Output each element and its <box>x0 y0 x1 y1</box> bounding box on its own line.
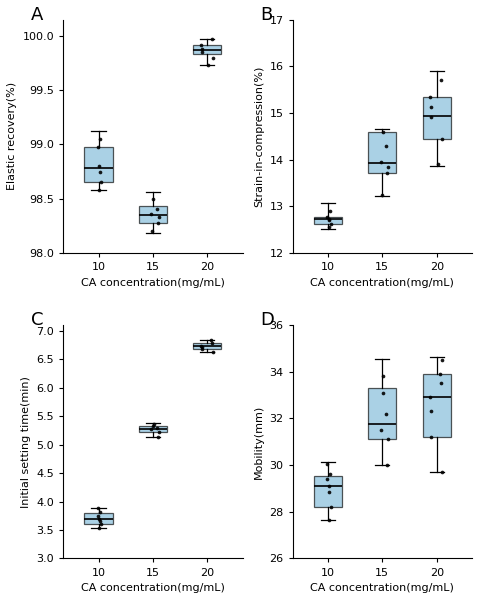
Point <box>325 214 332 224</box>
Point <box>148 226 156 236</box>
Point <box>327 219 334 229</box>
Point <box>427 92 434 101</box>
X-axis label: CA concentration(mg/mL): CA concentration(mg/mL) <box>81 277 225 287</box>
Point <box>97 507 104 517</box>
Point <box>197 40 205 49</box>
Text: A: A <box>31 5 43 23</box>
Point <box>382 409 390 419</box>
Point <box>437 76 445 85</box>
Point <box>438 355 445 365</box>
PathPatch shape <box>84 513 113 524</box>
Text: D: D <box>260 311 274 329</box>
Point <box>427 112 435 121</box>
Point <box>379 371 387 381</box>
Point <box>96 517 103 526</box>
Point <box>155 427 163 437</box>
Point <box>208 34 216 44</box>
Point <box>198 342 205 352</box>
Point <box>198 44 205 53</box>
Point <box>438 467 446 477</box>
Y-axis label: Strain-in-compression(%): Strain-in-compression(%) <box>254 65 264 207</box>
PathPatch shape <box>139 426 167 432</box>
PathPatch shape <box>193 343 221 349</box>
Point <box>323 459 331 469</box>
Point <box>323 475 331 484</box>
Point <box>325 515 332 525</box>
Point <box>436 370 444 379</box>
Point <box>377 190 385 199</box>
Point <box>325 223 332 232</box>
Point <box>327 502 334 512</box>
Point <box>209 347 217 356</box>
Point <box>148 209 155 218</box>
Point <box>208 338 216 348</box>
Point <box>153 424 160 433</box>
PathPatch shape <box>368 388 397 439</box>
Point <box>154 218 162 227</box>
Point <box>325 215 333 225</box>
Text: C: C <box>31 311 43 329</box>
Point <box>153 205 160 214</box>
Point <box>385 434 392 444</box>
Y-axis label: Initial setting time(min): Initial setting time(min) <box>21 376 31 508</box>
Y-axis label: Mobility(mm): Mobility(mm) <box>254 404 264 479</box>
Point <box>209 53 217 62</box>
Point <box>379 388 387 398</box>
Point <box>154 433 162 442</box>
Point <box>155 212 163 222</box>
PathPatch shape <box>193 44 221 54</box>
Point <box>427 407 435 416</box>
Point <box>427 433 435 442</box>
Point <box>427 392 434 402</box>
Point <box>382 141 390 151</box>
Point <box>98 178 105 187</box>
Point <box>94 511 102 521</box>
PathPatch shape <box>368 133 397 173</box>
Point <box>377 157 385 167</box>
Text: B: B <box>260 5 273 23</box>
PathPatch shape <box>139 206 167 223</box>
Point <box>326 206 334 216</box>
Point <box>198 47 205 57</box>
Point <box>149 421 157 431</box>
X-axis label: CA concentration(mg/mL): CA concentration(mg/mL) <box>310 583 454 593</box>
Point <box>97 134 104 144</box>
X-axis label: CA concentration(mg/mL): CA concentration(mg/mL) <box>310 277 454 287</box>
Point <box>148 424 155 434</box>
Point <box>325 481 332 491</box>
Point <box>95 185 103 195</box>
PathPatch shape <box>314 476 342 507</box>
Point <box>207 335 215 345</box>
PathPatch shape <box>422 374 451 437</box>
Point <box>323 212 331 221</box>
Point <box>205 61 212 70</box>
Point <box>377 425 385 435</box>
Point <box>198 344 205 354</box>
Point <box>150 419 158 428</box>
Point <box>385 162 392 172</box>
Point <box>384 168 391 178</box>
Point <box>379 127 387 136</box>
Y-axis label: Elastic recovery(%): Elastic recovery(%) <box>7 82 17 190</box>
Point <box>325 487 333 497</box>
Point <box>438 134 446 144</box>
Point <box>384 460 391 470</box>
Point <box>94 142 102 151</box>
Point <box>98 520 105 529</box>
Point <box>427 103 435 112</box>
PathPatch shape <box>84 146 113 182</box>
Point <box>95 514 103 523</box>
Point <box>437 379 445 388</box>
Point <box>197 341 205 350</box>
Point <box>94 503 102 513</box>
Point <box>326 470 334 479</box>
X-axis label: CA concentration(mg/mL): CA concentration(mg/mL) <box>81 583 225 593</box>
PathPatch shape <box>422 97 451 139</box>
Point <box>96 167 103 176</box>
Point <box>149 194 157 203</box>
PathPatch shape <box>314 217 342 224</box>
Point <box>434 160 442 169</box>
Point <box>95 524 103 533</box>
Point <box>95 161 103 171</box>
